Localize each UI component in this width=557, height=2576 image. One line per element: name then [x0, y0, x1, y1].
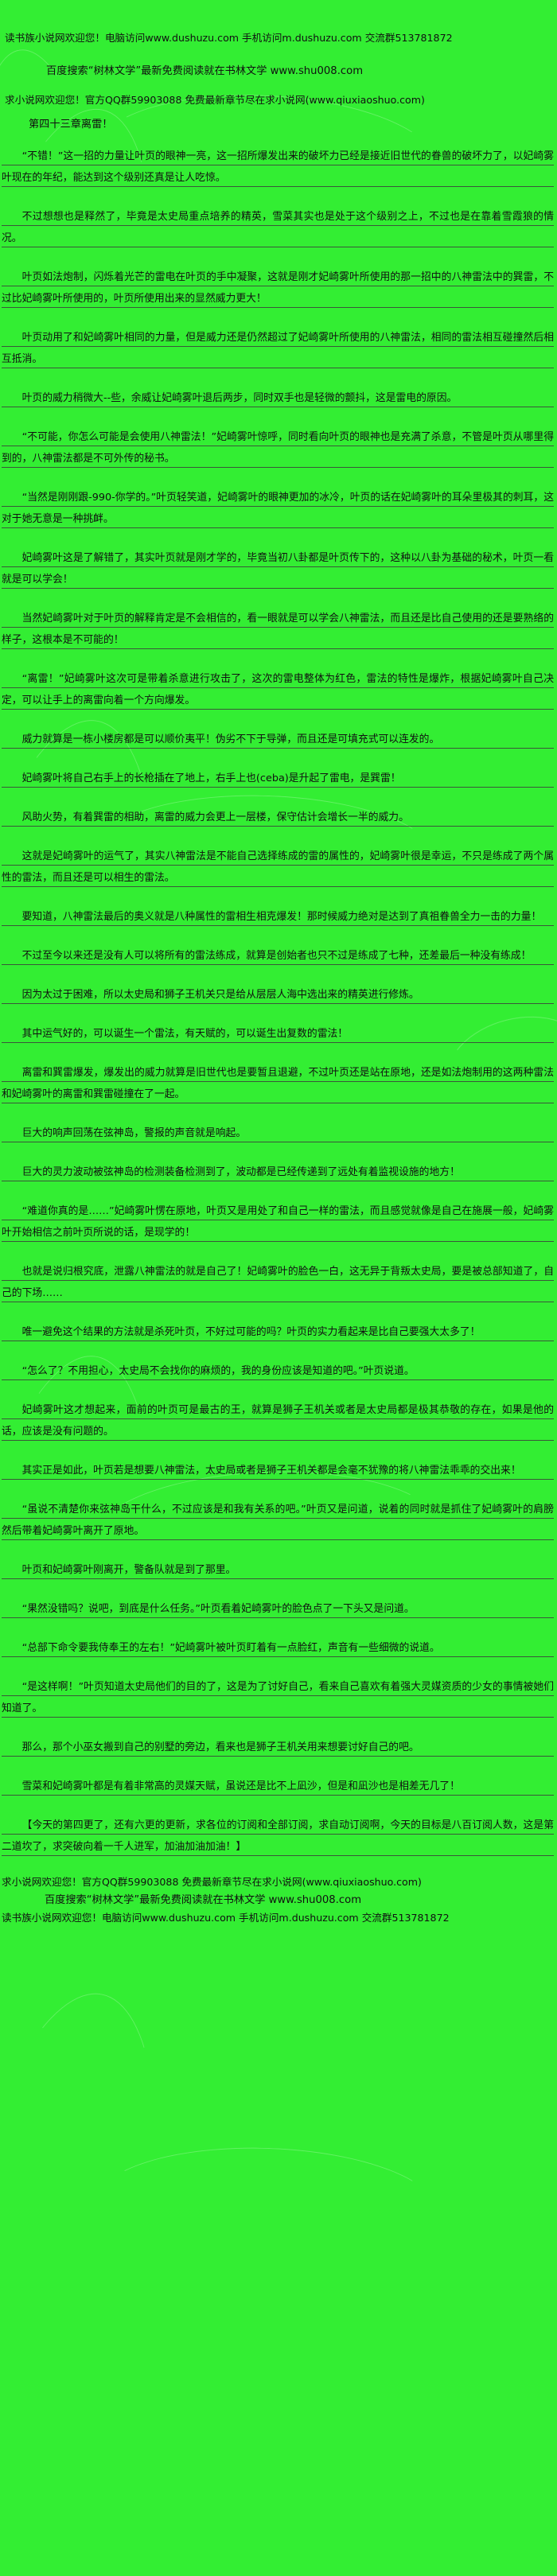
- paragraph: “虽说不清楚你来弦神岛干什么，不过应该是和我有关系的吧。”叶页又是问道，说着的同…: [2, 1498, 554, 1542]
- top-site-banner: 读书族小说网欢迎您！电脑访问www.dushuzu.com 手机访问m.dush…: [0, 0, 557, 106]
- paragraph: 叶页的威力稍微大--些，余威让妃崎雾叶退后两步，同时双手也是轻微的颤抖，这是雷电…: [2, 387, 554, 409]
- paragraph: 当然妃崎雾叶对于叶页的解释肯定是不会相信的，看一眼就是可以学会八神雷法，而且还是…: [2, 607, 554, 651]
- paragraph: “是这样啊！”叶页知道太史局他们的目的了，这是为了讨好自己，看来自己喜欢有着强大…: [2, 1675, 554, 1719]
- paragraph: 叶页动用了和妃崎雾叶相同的力量，但是威力还是仍然超过了妃崎雾叶所使用的八神雷法，…: [2, 326, 554, 370]
- paragraph: 离雷和巽雷爆发，爆发出的威力就算是旧世代也是要暂且退避，不过叶页还是站在原地，还…: [2, 1061, 554, 1105]
- paragraph: 不过至今以来还是没有人可以将所有的雷法练成，就算是创始者也只不过是练成了七种，还…: [2, 944, 554, 967]
- paragraph: 其中运气好的，可以诞生一个雷法，有天赋的，可以诞生出复数的雷法！: [2, 1022, 554, 1045]
- paragraph: 因为太过于困难，所以太史局和狮子王机关只是给从层层人海中选出来的精英进行修炼。: [2, 983, 554, 1006]
- author-note-paragraph: 【今天的第四更了，还有六更的更新，求各位的订阅和全部订阅，求自动订阅啊，今天的目…: [2, 1814, 554, 1858]
- footer-dushuzu-welcome: 读书族小说网欢迎您！电脑访问www.dushuzu.com 手机访问m.dush…: [2, 1912, 450, 1924]
- banner-qiuxiaoshuo-welcome: 求小说网欢迎您！官方QQ群59903088 免费最新章节尽在求小说网(www.q…: [5, 94, 425, 107]
- paragraph: “果然没错吗？说吧，到底是什么任务。”叶页看着妃崎雾叶的脸色点了一下头又是问道。: [2, 1597, 554, 1620]
- footer-baidu-search-shulin: 百度搜索“树林文学”最新免费阅读就在书林文学 www.shu008.com: [45, 1894, 362, 1907]
- paragraph: 唯一避免这个结果的方法就是杀死叶页，不好过可能的吗？叶页的实力看起来是比自己要强…: [2, 1321, 554, 1343]
- chapter-body: “不错！”这一招的力量让叶页的眼神一亮，这一招所爆发出来的破坏力已经是接近旧世代…: [0, 145, 557, 1858]
- novel-reader-page: 读书族小说网欢迎您！电脑访问www.dushuzu.com 手机访问m.dush…: [0, 0, 557, 1924]
- paragraph: 妃崎雾叶将自己右手上的长枪插在了地上，右手上也(ceba)是升起了雷电，是巽雷！: [2, 767, 554, 789]
- paragraph: “不错！”这一招的力量让叶页的眼神一亮，这一招所爆发出来的破坏力已经是接近旧世代…: [2, 145, 554, 189]
- paragraph: 雪菜和妃崎雾叶都是有着非常高的灵媒天赋，虽说还是比不上凪沙，但是和凪沙也是相差无…: [2, 1775, 554, 1797]
- paragraph: 巨大的灵力波动被弦神岛的检测装备检测到了，波动都是已经传递到了远处有着监视设施的…: [2, 1161, 554, 1183]
- paragraph: 那么，那个小巫女搬到自己的别墅的旁边，看来也是狮子王机关用来想要讨好自己的吧。: [2, 1736, 554, 1758]
- banner-baidu-search-shulin: 百度搜索“树林文学”最新免费阅读就在书林文学 www.shu008.com: [46, 64, 364, 77]
- bottom-site-banner: 求小说网欢迎您！官方QQ群59903088 免费最新章节尽在求小说网(www.q…: [0, 1875, 557, 1924]
- chapter-title: 第四十三章离雷！: [29, 119, 113, 131]
- paragraph: 妃崎雾叶这才想起来，面前的叶页可是最古的王，就算是狮子王机关或者是太史局都是极其…: [2, 1399, 554, 1442]
- paragraph: 不过想想也是释然了，毕竟是太史局重点培养的精英，雪菜其实也是处于这个级别之上，不…: [2, 205, 554, 249]
- paragraph: 也就是说归根究底，泄露八神雷法的就是自己了！妃崎雾叶的脸色一白，这无异于背叛太史…: [2, 1260, 554, 1304]
- paragraph: “不可能，你怎么可能是会使用八神雷法！”妃崎雾叶惊呼，同时看向叶页的眼神也是充满…: [2, 426, 554, 469]
- paragraph: 其实正是如此，叶页若是想要八神雷法，太史局或者是狮子王机关都是会毫不犹豫的将八神…: [2, 1459, 554, 1481]
- paragraph: 风助火势，有着巽雷的相助，离雷的威力会更上一层楼，保守估计会增长一半的威力。: [2, 806, 554, 828]
- paragraph: 叶页和妃崎雾叶刚离开，警备队就是到了那里。: [2, 1558, 554, 1581]
- paragraph: “怎么了？不用担心，太史局不会找你的麻烦的，我的身份应该是知道的吧。”叶页说道。: [2, 1360, 554, 1382]
- paragraph: “离雷！”妃崎雾叶这次可是带着杀意进行攻击了，这次的雷电整体为红色，雷法的特性是…: [2, 667, 554, 711]
- paragraph: 这就是妃崎雾叶的运气了，其实八神雷法是不能自己选择练成的雷的属性的，妃崎雾叶很是…: [2, 845, 554, 889]
- footer-qiuxiaoshuo-welcome: 求小说网欢迎您！官方QQ群59903088 免费最新章节尽在求小说网(www.q…: [2, 1875, 422, 1888]
- paragraph: 要知道，八神雷法最后的奥义就是八种属性的雷相生相克爆发！那时候威力绝对是达到了真…: [2, 905, 554, 928]
- paragraph: “当然是刚刚跟-990-你学的。”叶页轻笑道，妃崎雾叶的眼神更加的冰冷，叶页的话…: [2, 486, 554, 530]
- paragraph: 威力就算是一栋小楼房都是可以顺价夷平！伪劣不下于导弹，而且还是可填充式可以连发的…: [2, 728, 554, 750]
- paragraph: “总部下命令要我侍奉王的左右！”妃崎雾叶被叶页盯着有一点脸红，声音有一些细微的说…: [2, 1636, 554, 1659]
- paragraph: 叶页如法炮制，闪烁着光芒的雷电在叶页的手中凝聚，这就是刚才妃崎雾叶所使用的那一招…: [2, 266, 554, 309]
- paragraph: “难道你真的是……”妃崎雾叶愣在原地，叶页又是用处了和自己一样的雷法，而且感觉就…: [2, 1200, 554, 1243]
- paragraph: 妃崎雾叶这是了解错了，其实叶页就是刚才学的，毕竟当初八卦都是叶页传下的，这种以八…: [2, 547, 554, 590]
- paragraph: 巨大的响声回荡在弦神岛，警报的声音就是响起。: [2, 1122, 554, 1144]
- banner-dushuzu-welcome: 读书族小说网欢迎您！电脑访问www.dushuzu.com 手机访问m.dush…: [5, 32, 453, 44]
